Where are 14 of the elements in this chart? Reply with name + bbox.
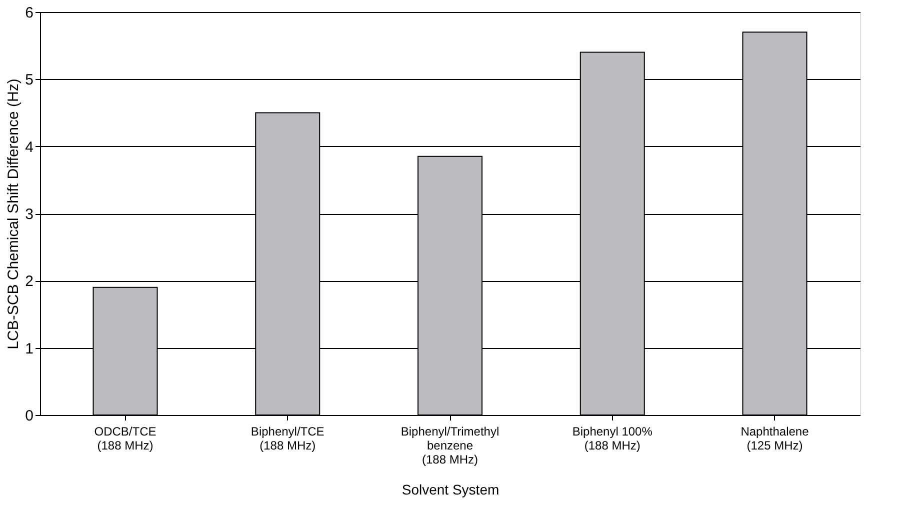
x-tick-label: Biphenyl/TCE (188 MHz) — [250, 424, 324, 452]
y-tick-label: 5 — [25, 72, 34, 89]
y-tick-label: 1 — [25, 340, 34, 358]
x-tick-label: Biphenyl/Trimethyl benzene (188 MHz) — [400, 424, 500, 466]
y-axis-title: LCB-SCB Chemical Shift Difference (Hz) — [5, 78, 22, 350]
x-tick-label: Biphenyl 100% (188 MHz) — [572, 424, 653, 452]
y-tick-label: 6 — [25, 4, 34, 22]
y-tick-label: 0 — [25, 408, 34, 424]
x-tick-label: ODCB/TCE (188 MHz) — [94, 424, 156, 452]
y-tick-label: 2 — [25, 273, 34, 290]
x-tick-label: Naphthalene (125 MHz) — [740, 424, 810, 452]
y-tick-label: 4 — [25, 138, 34, 156]
x-axis-title: Solvent System — [402, 482, 500, 498]
y-tick-label: 3 — [25, 206, 34, 223]
